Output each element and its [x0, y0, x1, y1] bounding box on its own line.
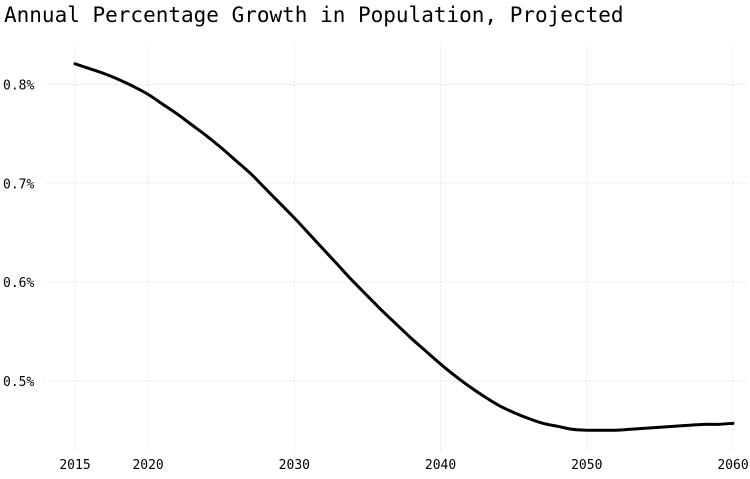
tick-labels: 2015 2020 2030 2040 2050 2060 0.5% 0.6% 0.7% 0.8%: [3, 79, 749, 473]
x-tick-label: 2060: [717, 458, 748, 473]
x-tick-label: 2015: [59, 458, 90, 473]
y-tick-label: 0.5%: [3, 375, 34, 390]
series-line-0: [73, 62, 735, 432]
x-tick-label: 2040: [425, 458, 456, 473]
y-tick-label: 0.8%: [3, 79, 34, 94]
x-tick-label: 2020: [132, 458, 163, 473]
grid: [45, 45, 748, 450]
x-tick-label: 2050: [571, 458, 602, 473]
y-tick-label: 0.7%: [3, 177, 34, 192]
y-tick-label: 0.6%: [3, 276, 34, 291]
chart-title: Annual Percentage Growth in Population, …: [4, 3, 624, 27]
x-tick-label: 2030: [279, 458, 310, 473]
series-layer: [73, 62, 735, 432]
